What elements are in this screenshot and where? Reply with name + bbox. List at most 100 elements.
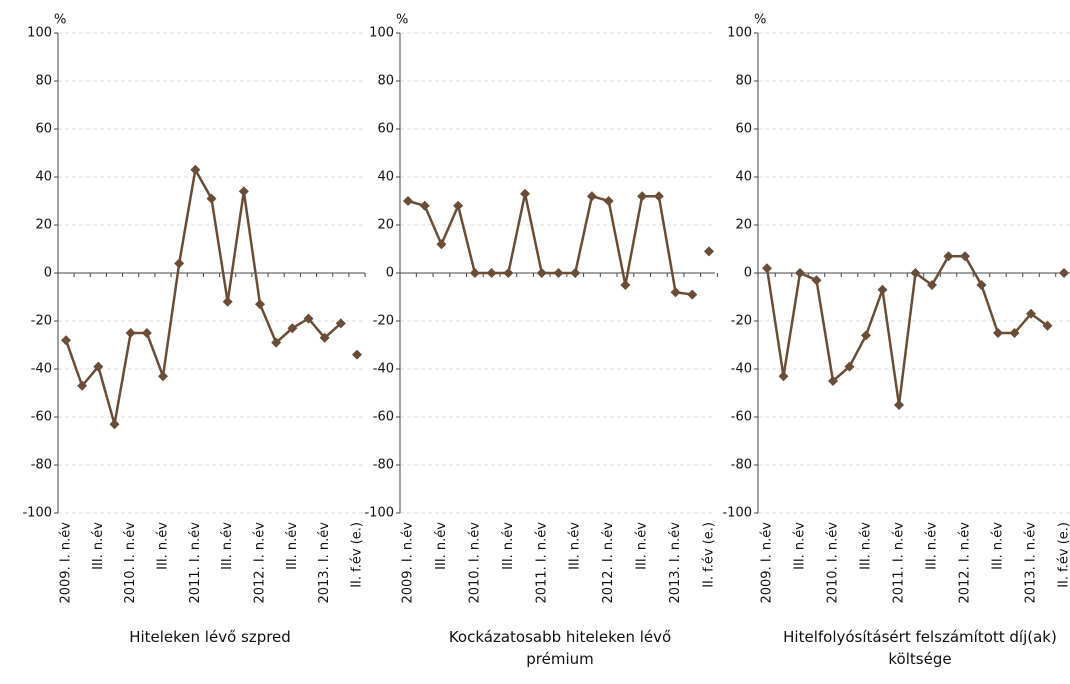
point-marker [222, 296, 233, 307]
chart-panel: % -100 -80 -60 -40 -20 0 20 40 60 80 100 2009. I. n.… [364, 13, 718, 604]
point-marker [190, 164, 201, 175]
point-marker [419, 200, 430, 211]
x-tick-label: 2013. I. n.év [1024, 522, 1039, 604]
point-marker [1042, 320, 1053, 331]
point-marker [910, 268, 921, 278]
point-marker [1059, 268, 1069, 278]
point-marker [927, 280, 937, 290]
y-tick-label: 60 [35, 122, 52, 137]
point-marker [158, 371, 168, 382]
chart-panel: % -100 -80 -60 -40 -20 0 20 40 60 80 100 2009. I. n.… [22, 13, 366, 604]
point-marker [687, 289, 698, 300]
series-line [64, 166, 342, 425]
point-marker [762, 263, 772, 274]
y-tick-label: 40 [377, 170, 394, 185]
y-tick-label: -20 [373, 314, 394, 329]
x-tick-label: 2013. I. n.év [317, 522, 332, 604]
series-line [407, 193, 693, 296]
x-tick-label: III. n.év [285, 522, 300, 570]
x-tick-label: 2010. I. n.év [467, 522, 482, 604]
point-marker [861, 330, 871, 341]
x-tick-label: III. n.év [991, 522, 1006, 570]
point-marker [877, 284, 888, 295]
y-tick-label: 60 [735, 122, 752, 137]
point-marker [520, 188, 531, 199]
y-tick-label: -60 [31, 410, 52, 425]
y-tick-label: 0 [744, 266, 752, 281]
y-tick-label: 80 [377, 74, 394, 89]
y-tick-label: -80 [731, 458, 752, 473]
y-tick-label: 60 [377, 122, 394, 137]
point-marker [174, 258, 185, 269]
y-tick-label: -40 [31, 362, 52, 377]
x-tick-label: II. f.év (e.) [1057, 522, 1070, 588]
point-marker [943, 251, 954, 262]
y-tick-label: 20 [735, 218, 752, 233]
x-tick-label: III. n.év [925, 522, 940, 570]
chart-title: Hitelfolyósításért felszámított díj(ak) … [783, 628, 1057, 668]
x-tick-label: III. n.év [91, 522, 106, 570]
point-marker [303, 313, 314, 324]
y-tick-label: -100 [364, 506, 394, 521]
y-tick-label: -20 [31, 314, 52, 329]
y-tick-label: 40 [735, 170, 752, 185]
point-marker [352, 349, 362, 360]
x-tick-label: II. f.év (e.) [702, 522, 717, 588]
y-tick-label: -40 [373, 362, 394, 377]
y-tick-label: -60 [373, 410, 394, 425]
x-tick-label: III. n.év [859, 522, 874, 570]
chart-panel: % -100 -80 -60 -40 -20 0 20 40 60 80 100 2009. I. n.… [722, 13, 1070, 604]
x-tick-label: III. n.év [568, 522, 583, 570]
y-tick-label: -80 [373, 458, 394, 473]
point-marker [436, 239, 447, 250]
point-marker [553, 268, 564, 278]
x-tick-label: III. n.év [156, 522, 171, 570]
point-marker [653, 191, 664, 202]
y-tick-label: 0 [386, 266, 394, 281]
chart-title: Kockázatosabb hiteleken lévő prémium [448, 628, 672, 668]
y-tick-label: 80 [735, 74, 752, 89]
y-tick-label: 100 [369, 26, 394, 41]
point-marker [319, 332, 330, 343]
y-unit: % [754, 13, 766, 28]
y-tick-label: 100 [27, 26, 52, 41]
x-tick-label: 2011. I. n.év [534, 522, 549, 604]
point-marker [586, 191, 597, 202]
x-tick-label: 2013. I. n.év [668, 522, 683, 604]
point-marker [536, 268, 547, 278]
point-marker [637, 191, 648, 202]
point-marker [778, 371, 789, 382]
y-unit: % [54, 13, 66, 28]
point-marker [61, 335, 71, 346]
x-tick-label: II. f.év (e.) [350, 522, 365, 588]
y-tick-label: 0 [44, 266, 52, 281]
point-marker [503, 268, 514, 278]
y-tick-label: -20 [731, 314, 752, 329]
x-tick-label: 2010. I. n.év [826, 522, 841, 604]
x-tick-label: 2009. I. n.év [760, 522, 775, 604]
series-line [765, 254, 1049, 406]
x-tick-label: III. n.év [793, 522, 808, 570]
point-marker [287, 323, 298, 334]
x-tick-label: 2011. I. n.év [892, 522, 907, 604]
y-tick-label: 20 [35, 218, 52, 233]
y-tick-label: -80 [31, 458, 52, 473]
x-tick-label: III. n.év [220, 522, 235, 570]
y-tick-label: 40 [35, 170, 52, 185]
chart-title: Hiteleken lévő szpred [129, 628, 291, 646]
point-marker [141, 328, 152, 338]
y-unit: % [396, 13, 408, 28]
point-marker [335, 318, 346, 329]
point-marker [271, 337, 282, 348]
x-tick-label: 2012. I. n.év [601, 522, 616, 604]
point-marker [1009, 328, 1020, 338]
x-tick-label: 2011. I. n.év [188, 522, 203, 604]
point-marker [620, 280, 631, 290]
point-marker [960, 251, 970, 262]
point-marker [109, 419, 120, 430]
point-marker [811, 275, 822, 286]
point-marker [993, 328, 1003, 338]
y-tick-label: -100 [22, 506, 52, 521]
point-marker [828, 376, 838, 386]
point-marker [93, 361, 104, 372]
